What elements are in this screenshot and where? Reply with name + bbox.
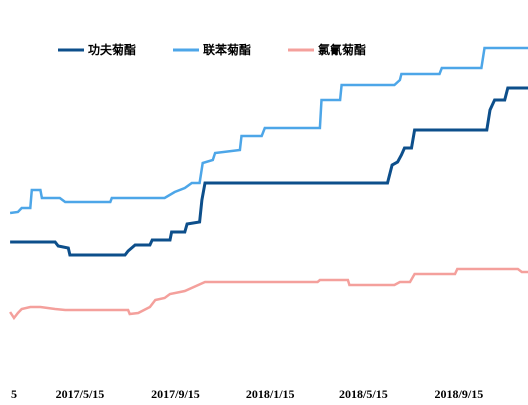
legend-label: 氯氰菊酯 [318, 42, 366, 57]
x-tick-label: 2017/5/15 [56, 387, 105, 401]
legend-label: 功夫菊酯 [88, 42, 136, 57]
legend-label: 联苯菊酯 [203, 42, 251, 57]
x-tick-label: 5 [11, 387, 17, 401]
x-tick-label: 2018/9/15 [435, 387, 484, 401]
x-tick-label: 2018/5/15 [339, 387, 388, 401]
line [10, 86, 528, 257]
x-tick-label: 2018/1/15 [246, 387, 295, 401]
x-tick-label: 2017/9/15 [151, 387, 200, 401]
line [9, 267, 528, 321]
line [9, 46, 528, 215]
